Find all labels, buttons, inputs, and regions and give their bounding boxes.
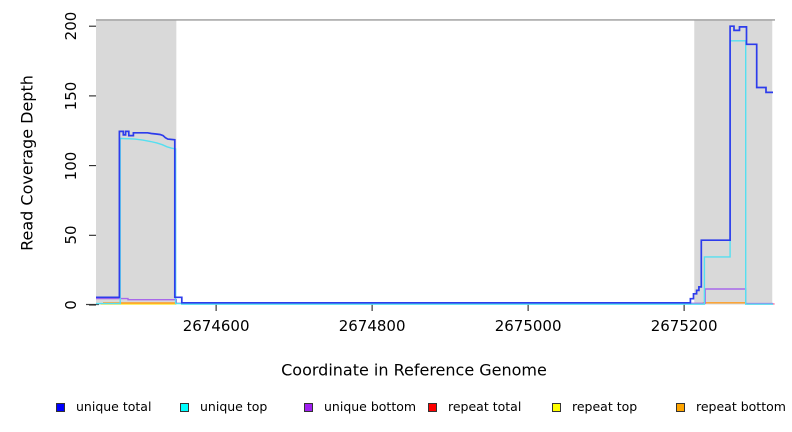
legend-swatch-icon <box>56 402 65 412</box>
legend-label: repeat total <box>448 399 522 414</box>
legend-swatch-icon <box>180 402 189 412</box>
y-tick-label: 100 <box>62 151 80 180</box>
legend-item-unique-total: unique total <box>56 399 151 415</box>
y-tick-label: 50 <box>62 225 80 245</box>
coverage-line-unique-top <box>96 40 773 305</box>
y-tick-label: 150 <box>62 81 80 111</box>
x-tick-label: 2675000 <box>494 317 562 335</box>
x-tick-label: 2675200 <box>650 317 718 335</box>
x-tick-label: 2674600 <box>182 317 250 335</box>
x-tick-label: 2674800 <box>338 317 406 335</box>
legend-label: repeat bottom <box>696 399 786 414</box>
legend-label: unique total <box>76 399 152 414</box>
y-tick-label: 200 <box>62 11 80 41</box>
legend-swatch-icon <box>676 402 685 412</box>
legend-item-unique-top: unique top <box>180 399 267 415</box>
legend-label: repeat top <box>572 399 638 414</box>
right-repeat-region <box>694 20 773 305</box>
legend-item-unique-bottom: unique bottom <box>304 399 416 415</box>
x-axis-title: Coordinate in Reference Genome <box>281 360 547 380</box>
coverage-line-unique-total <box>96 25 773 304</box>
legend-item-repeat-top: repeat top <box>552 399 637 415</box>
left-repeat-region <box>96 20 177 305</box>
legend-swatch-icon <box>304 402 313 412</box>
legend-swatch-icon <box>428 402 437 412</box>
legend-label: unique top <box>200 399 268 414</box>
legend-swatch-icon <box>552 402 561 412</box>
y-tick-label: 0 <box>62 300 80 310</box>
legend-item-repeat-bottom: repeat bottom <box>676 399 786 415</box>
coverage-line-unique-bottom <box>96 288 773 305</box>
legend-label: unique bottom <box>324 399 417 414</box>
y-axis-title: Read Coverage Depth <box>17 75 37 251</box>
legend-item-repeat-total: repeat total <box>428 399 521 415</box>
